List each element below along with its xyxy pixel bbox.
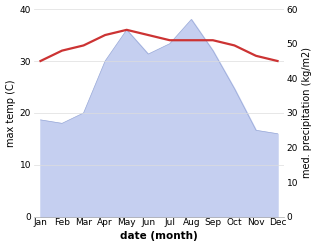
X-axis label: date (month): date (month) [120,231,198,242]
Y-axis label: max temp (C): max temp (C) [5,79,16,147]
Y-axis label: med. precipitation (kg/m2): med. precipitation (kg/m2) [302,47,313,179]
